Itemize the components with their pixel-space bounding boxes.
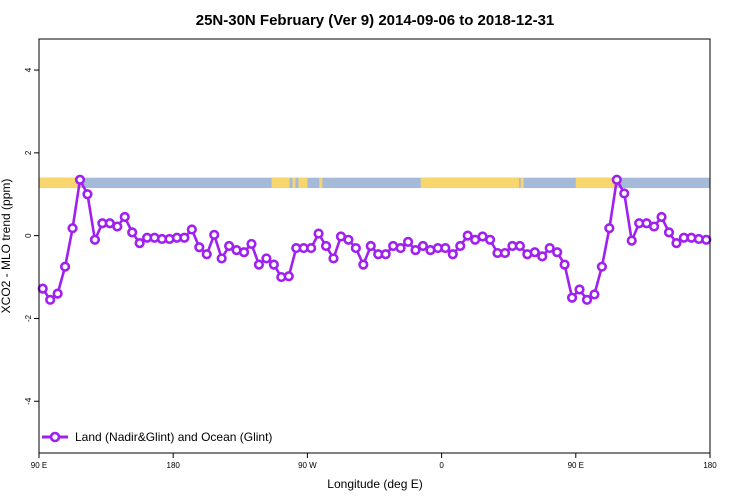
legend-marker bbox=[49, 431, 61, 443]
land-band-segment bbox=[520, 177, 524, 189]
data-point bbox=[134, 238, 145, 249]
data-point bbox=[537, 251, 548, 262]
data-point bbox=[119, 211, 130, 223]
data-point bbox=[112, 221, 123, 232]
x-axis: 90 E 180 90 W 0 90 E 180 bbox=[31, 453, 717, 470]
data-point bbox=[619, 188, 630, 199]
data-point bbox=[224, 240, 235, 252]
data-point bbox=[216, 253, 227, 264]
data-point bbox=[179, 232, 190, 243]
land-band-segment bbox=[575, 177, 618, 189]
data-point bbox=[253, 259, 265, 270]
data-point bbox=[59, 261, 71, 272]
land-band-segment bbox=[271, 177, 290, 189]
data-point bbox=[313, 228, 324, 239]
land-ocean-band bbox=[39, 177, 710, 189]
data-point bbox=[514, 240, 525, 252]
data-point bbox=[306, 242, 317, 254]
data-point bbox=[701, 234, 712, 245]
x-tick-label: 180 bbox=[703, 461, 717, 470]
y-tick-label: 2 bbox=[24, 150, 33, 155]
land-band-segment bbox=[292, 177, 296, 189]
data-point bbox=[529, 247, 540, 258]
data-point bbox=[209, 229, 220, 240]
x-tick-label: 0 bbox=[439, 461, 444, 470]
chart-title: 25N-30N February (Ver 9) 2014-09-06 to 2… bbox=[196, 12, 555, 29]
data-point bbox=[626, 235, 637, 246]
y-tick-label: -4 bbox=[24, 397, 33, 405]
y-tick-label: 0 bbox=[24, 233, 33, 238]
land-band-segment bbox=[298, 177, 308, 189]
x-tick-label: 90 E bbox=[31, 461, 47, 470]
x-tick-label: 180 bbox=[167, 461, 181, 470]
data-point bbox=[127, 227, 138, 238]
data-point bbox=[238, 247, 250, 258]
data-point bbox=[596, 261, 607, 272]
legend: Land (Nadir&Glint) and Ocean (Glint) bbox=[42, 430, 272, 444]
data-point bbox=[89, 234, 101, 245]
data-point bbox=[186, 224, 197, 235]
data-point bbox=[552, 247, 563, 258]
data-point bbox=[52, 288, 63, 299]
data-point bbox=[194, 242, 205, 253]
data-point bbox=[343, 234, 354, 245]
data-point bbox=[484, 234, 496, 245]
data-point bbox=[417, 240, 429, 252]
data-point bbox=[447, 249, 458, 260]
x-tick-label: 90 W bbox=[298, 461, 317, 470]
data-point bbox=[283, 271, 294, 282]
land-band-segment bbox=[420, 177, 520, 189]
data-point bbox=[45, 294, 56, 305]
data-point bbox=[656, 211, 667, 223]
data-point bbox=[559, 259, 570, 270]
data-point bbox=[663, 227, 675, 238]
data-point bbox=[402, 236, 414, 247]
data-point bbox=[74, 174, 86, 185]
data-point bbox=[350, 242, 361, 254]
data-point bbox=[455, 240, 466, 252]
land-band-segment bbox=[39, 177, 81, 189]
data-point bbox=[328, 253, 339, 264]
data-point bbox=[544, 242, 555, 254]
data-point bbox=[246, 238, 257, 250]
data-point bbox=[648, 221, 660, 232]
plot-area bbox=[38, 38, 711, 454]
data-point bbox=[611, 174, 622, 185]
legend-label: Land (Nadir&Glint) and Ocean (Glint) bbox=[75, 430, 272, 444]
y-tick-label: -2 bbox=[24, 314, 33, 322]
data-point bbox=[320, 240, 332, 252]
data-point bbox=[574, 284, 585, 295]
data-point bbox=[37, 283, 48, 294]
data-point bbox=[365, 240, 376, 252]
x-tick-label: 90 E bbox=[568, 461, 584, 470]
data-point bbox=[395, 242, 406, 254]
y-tick-label: 4 bbox=[24, 67, 33, 72]
data-point bbox=[440, 242, 451, 254]
data-point bbox=[581, 294, 593, 305]
data-point bbox=[261, 253, 272, 264]
data-point bbox=[589, 289, 600, 300]
data-point bbox=[566, 292, 578, 303]
data-point bbox=[82, 189, 93, 200]
data-point bbox=[462, 230, 473, 241]
data-series bbox=[37, 174, 712, 305]
x-axis-label: Longitude (deg E) bbox=[327, 477, 422, 491]
data-point bbox=[358, 259, 369, 270]
y-axis-label: XCO2 - MLO trend (ppm) bbox=[0, 179, 13, 314]
y-axis: 4 2 0 -2 -4 bbox=[24, 67, 39, 405]
data-point bbox=[499, 247, 511, 259]
land-band-segment bbox=[319, 177, 323, 189]
data-point bbox=[268, 259, 279, 270]
data-point bbox=[671, 238, 682, 249]
data-point bbox=[201, 249, 212, 260]
data-point bbox=[67, 223, 78, 234]
data-point bbox=[410, 245, 421, 256]
data-point bbox=[604, 223, 615, 234]
ocean-band bbox=[39, 177, 710, 189]
data-point bbox=[380, 249, 391, 260]
